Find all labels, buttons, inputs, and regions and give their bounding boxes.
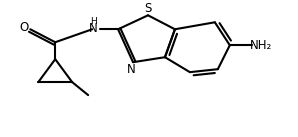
Text: N: N [127, 63, 135, 76]
Text: S: S [144, 2, 152, 15]
Text: NH₂: NH₂ [250, 39, 272, 52]
Text: H: H [90, 17, 97, 26]
Text: O: O [20, 21, 29, 34]
Text: N: N [89, 22, 97, 35]
